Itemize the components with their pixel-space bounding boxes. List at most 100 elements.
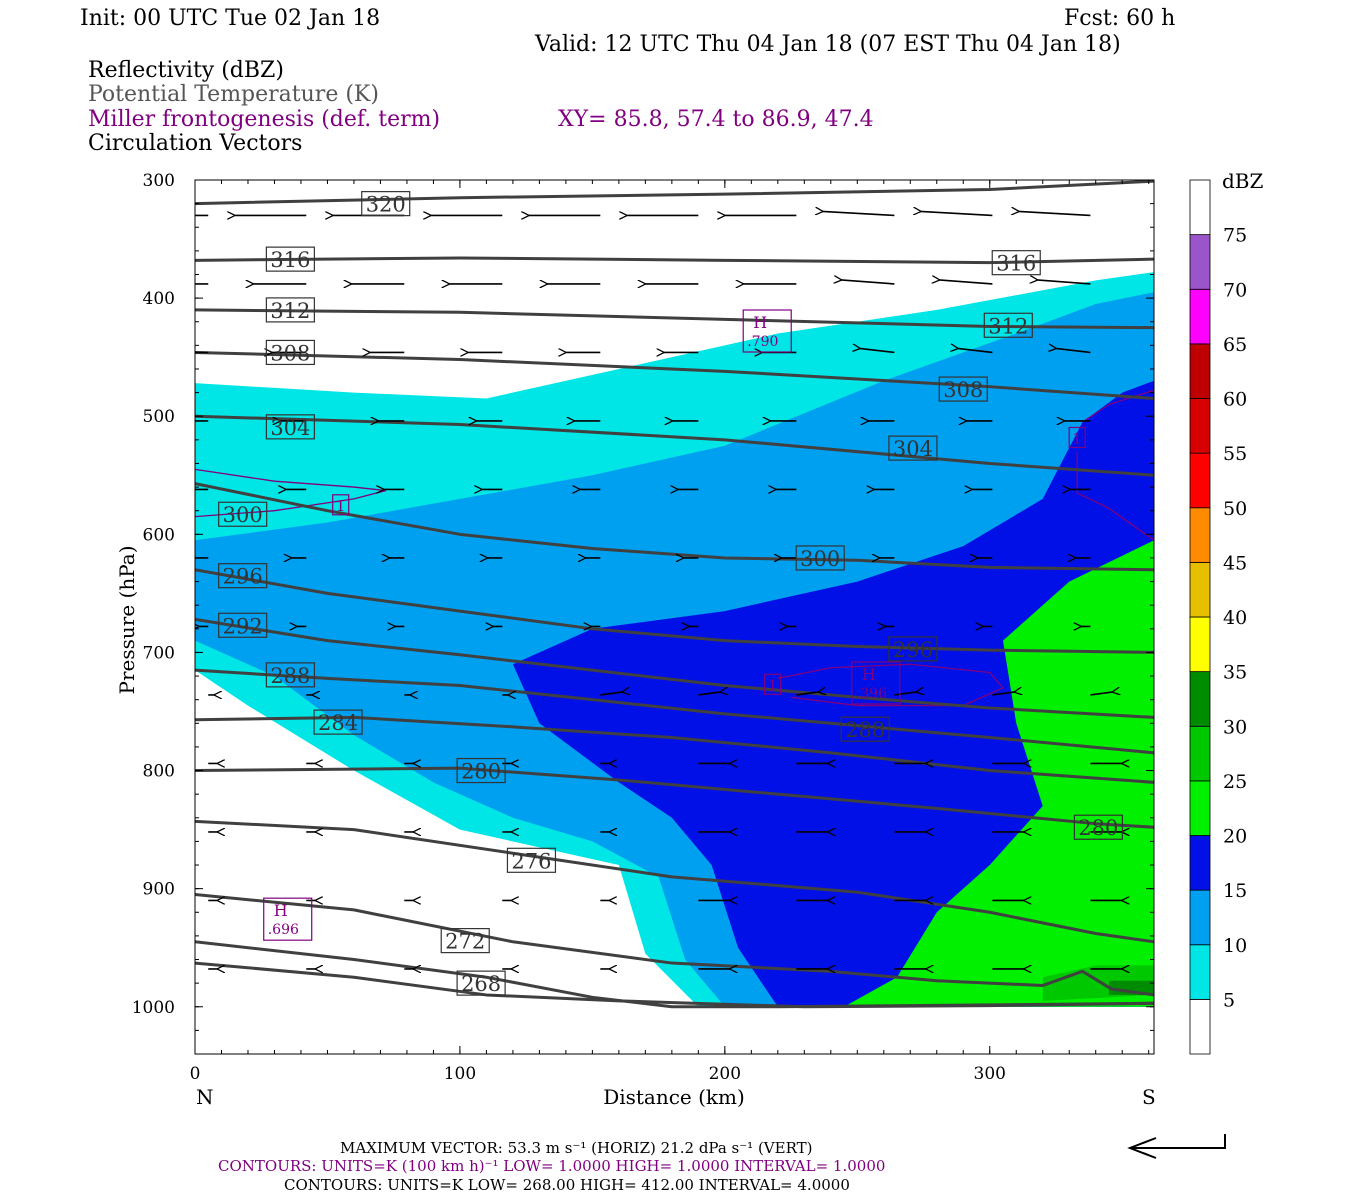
circulation-vector (841, 280, 895, 285)
fronto-max-box (263, 897, 313, 941)
footer-fronto-contours: CONTOURS: UNITS=K (100 km h)⁻¹ LOW= 1.00… (218, 1157, 885, 1175)
colorbar-swatch (1189, 179, 1211, 236)
theta-label-box (1073, 814, 1123, 840)
theta-contour (195, 961, 1154, 1009)
theta-contour (195, 819, 1154, 944)
theta-label-box (991, 250, 1041, 276)
y-tick-label: 500 (143, 407, 175, 427)
theta-label: 268 (461, 972, 501, 996)
colorbar-swatch (1189, 234, 1211, 290)
fronto-max-box (851, 661, 901, 705)
colorbar-swatch (1189, 561, 1211, 618)
circulation-vector (600, 692, 622, 696)
y-tick-label: 900 (143, 880, 175, 900)
theta-label: 308 (943, 378, 983, 402)
circulation-vector (1037, 280, 1091, 285)
y-axis-label: Pressure (hPa) (115, 546, 139, 695)
circulation-vector (698, 692, 720, 696)
theta-contour (195, 668, 1154, 755)
theta-contour (195, 568, 1154, 654)
y-tick-label: 300 (143, 171, 175, 191)
theta-label-box (938, 376, 988, 402)
colorbar-level-label: 20 (1223, 826, 1247, 848)
theta-label: 280 (461, 760, 501, 784)
circulation-vector (1090, 692, 1112, 696)
field-reflectivity: Reflectivity (dBZ) (88, 58, 284, 83)
circulation-vectors (195, 211, 1122, 969)
theta-label-box (265, 246, 315, 272)
fronto-max-label: H (274, 901, 288, 920)
theta-label-box (218, 563, 268, 589)
colorbar-swatch (1189, 998, 1211, 1055)
theta-label-box (888, 636, 938, 662)
colorbar-level-label: 60 (1223, 389, 1247, 411)
colorbar-unit: dBZ (1222, 169, 1264, 193)
colorbar-swatch (1189, 889, 1211, 946)
theta-label-box (313, 709, 363, 735)
theta-label-box (506, 847, 557, 873)
x-axis-south: S (1142, 1085, 1156, 1109)
x-axis-label: Distance (km) (603, 1085, 745, 1109)
colorbar-level-label: 30 (1223, 716, 1247, 738)
fronto-max-value: .790 (747, 334, 778, 350)
circulation-vector (860, 348, 895, 354)
theta-contour (195, 893, 1154, 997)
x-tick-label: 300 (974, 1064, 1006, 1084)
theta-contour (195, 350, 1154, 400)
theta-contour (195, 180, 1154, 206)
frontogenesis-contours (195, 389, 1154, 707)
circulation-vector (920, 211, 993, 217)
theta-label: 292 (223, 614, 263, 638)
theta-label: 284 (318, 711, 358, 735)
theta-contour (195, 715, 1154, 784)
y-tick-label: 400 (143, 289, 175, 309)
colorbar-level-label: 75 (1223, 225, 1247, 247)
colorbar: 5 10 15 20 25 30 35 40 45 50 55 60 65 70 75 (1189, 179, 1247, 1055)
reference-vector-icon (1127, 1134, 1226, 1159)
forecast-hour: Fcst: 60 h (1064, 6, 1175, 31)
theta-label-box (265, 662, 315, 688)
theta-label-box (265, 339, 315, 366)
fronto-label: 1 (336, 497, 346, 515)
colorbar-swatch (1189, 507, 1211, 563)
fronto-label-box (332, 494, 350, 516)
theta-label: 288 (270, 664, 310, 688)
axis-ticks: 300 400 500 600 700 800 900 1000 0 100 200 300 (132, 171, 1154, 1084)
theta-label-box (840, 716, 890, 742)
theta-label-box (265, 297, 315, 323)
colorbar-level-label: 50 (1223, 498, 1247, 520)
footer-max-vector: MAXIMUM VECTOR: 53.3 m s⁻¹ (HORIZ) 21.2 … (340, 1139, 812, 1157)
theta-contour (195, 766, 1154, 829)
fronto-max-value: .396 (856, 686, 887, 702)
circulation-vector (992, 692, 1014, 696)
theta-label: 316 (270, 248, 310, 272)
fronto-contour (1076, 389, 1154, 542)
y-tick-label: 1000 (132, 998, 175, 1018)
y-tick-label: 800 (143, 762, 175, 782)
colorbar-swatch (1189, 835, 1211, 891)
colorbar-level-label: 10 (1223, 935, 1247, 957)
y-tick-label: 600 (143, 525, 175, 545)
x-tick-label: 0 (190, 1064, 201, 1084)
fronto-contour (195, 468, 386, 518)
theta-label-box (265, 414, 315, 440)
valid-time: Valid: 12 UTC Thu 04 Jan 18 (07 EST Thu … (534, 32, 1121, 57)
x-axis-north: N (196, 1085, 214, 1109)
colorbar-level-label: 45 (1223, 552, 1247, 574)
fronto-label-box (763, 673, 782, 695)
field-frontogenesis: Miller frontogenesis (def. term) (88, 107, 440, 132)
theta-label: 312 (270, 299, 310, 323)
circulation-vector (939, 280, 993, 285)
colorbar-level-label: 35 (1223, 662, 1247, 684)
reflectivity-region-20dbz (844, 540, 1154, 1007)
theta-contours (195, 180, 1154, 1009)
theta-label: 304 (893, 437, 933, 461)
theta-label-box (888, 435, 938, 461)
colorbar-swatch (1189, 725, 1211, 782)
theta-label: 272 (445, 930, 485, 954)
fronto-max-label: H (753, 313, 767, 332)
theta-label-box (795, 545, 845, 571)
x-tick-label: 100 (444, 1064, 476, 1084)
theta-label: 296 (223, 565, 263, 589)
theta-label-box (456, 757, 506, 784)
